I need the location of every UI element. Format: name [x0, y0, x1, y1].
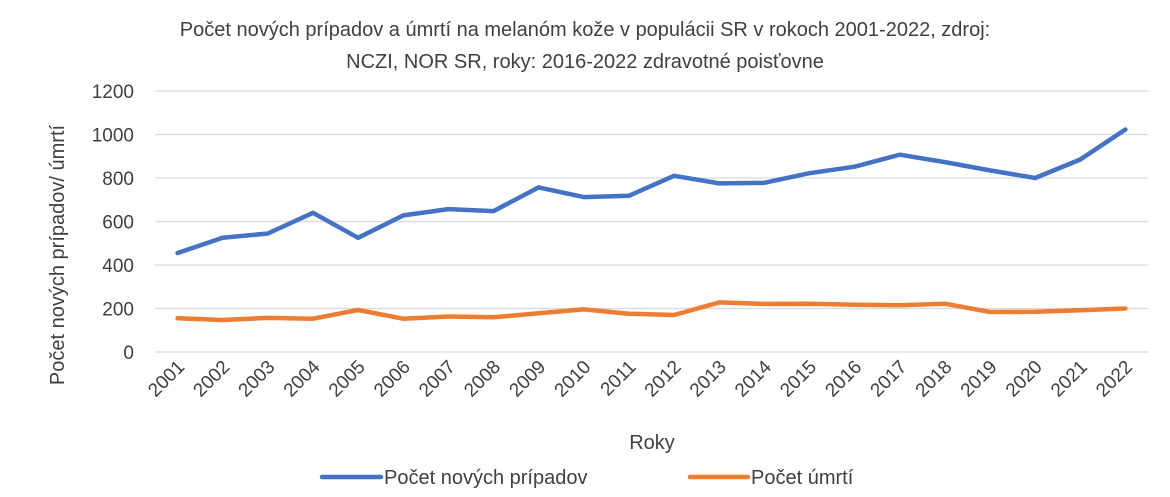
x-axis-title: Roky	[629, 432, 675, 454]
y-tick-label: 1000	[92, 126, 134, 147]
x-tick-label: 2001	[144, 357, 189, 402]
y-tick-label: 600	[102, 213, 134, 234]
x-tick-label: 2018	[912, 357, 957, 402]
chart-title-line-2: NCZI, NOR SR, roky: 2016-2022 zdravotné …	[346, 51, 824, 73]
legend-label-0: Počet nových prípadov	[384, 467, 587, 489]
x-tick-label: 2004	[280, 356, 325, 401]
x-tick-label: 2015	[776, 357, 821, 402]
series-line-1	[175, 300, 1128, 323]
x-tick-label: 2022	[1092, 357, 1137, 402]
x-tick-label: 2017	[867, 357, 912, 402]
x-tick-label: 2012	[641, 357, 686, 402]
y-axis-title: Počet nových prípadov/ úmrtí	[47, 125, 69, 386]
series-lines	[175, 127, 1128, 323]
series-line-0	[175, 127, 1128, 256]
x-tick-label: 2010	[551, 357, 596, 402]
y-tick-label: 1200	[92, 82, 134, 103]
x-tick-label: 2014	[731, 356, 776, 401]
legend: Počet nových prípadov Počet úmrtí	[319, 467, 854, 489]
x-tick-label: 2013	[686, 357, 731, 402]
x-axis-ticks: 2001 2002 2003 2004 2005 2006 2007 2008 2009 2010…	[144, 356, 1137, 401]
gridlines	[155, 90, 1148, 353]
x-tick-label: 2003	[235, 357, 280, 402]
x-tick-label: 2006	[370, 357, 415, 402]
x-tick-label: 2011	[597, 357, 641, 401]
y-tick-label: 200	[102, 300, 134, 321]
y-tick-label: 400	[102, 256, 134, 277]
x-tick-label: 2008	[460, 357, 505, 402]
x-tick-label: 2016	[821, 357, 866, 402]
x-tick-label: 2005	[325, 357, 370, 402]
x-tick-label: 2020	[1002, 357, 1047, 402]
y-axis-ticks: 0 200 400 600 800 1000 1200	[92, 82, 134, 364]
y-tick-label: 800	[102, 169, 134, 190]
x-tick-label: 2019	[957, 357, 1002, 402]
legend-label-1: Počet úmrtí	[751, 467, 854, 489]
x-tick-label: 2002	[189, 357, 234, 402]
x-tick-label: 2009	[505, 357, 550, 402]
x-tick-label: 2021	[1047, 357, 1092, 402]
chart-title-line-1: Počet nových prípadov a úmrtí na melanóm…	[180, 19, 990, 41]
y-tick-label: 0	[123, 343, 134, 364]
x-tick-label: 2007	[415, 357, 460, 402]
